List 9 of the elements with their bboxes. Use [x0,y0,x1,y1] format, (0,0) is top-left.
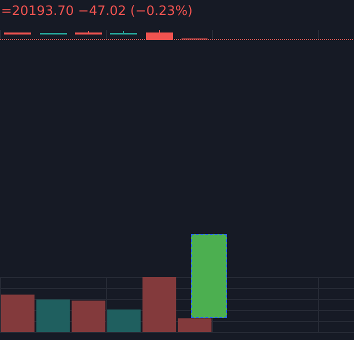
bar [107,309,141,332]
chart-title: =20193.70 −47.02 (−0.23%) [1,4,193,19]
candlestick [110,30,137,34]
bar [0,294,35,332]
bar [36,300,70,332]
bar [72,300,106,332]
bar [178,318,212,332]
candlestick [75,30,102,34]
bar [142,277,176,332]
